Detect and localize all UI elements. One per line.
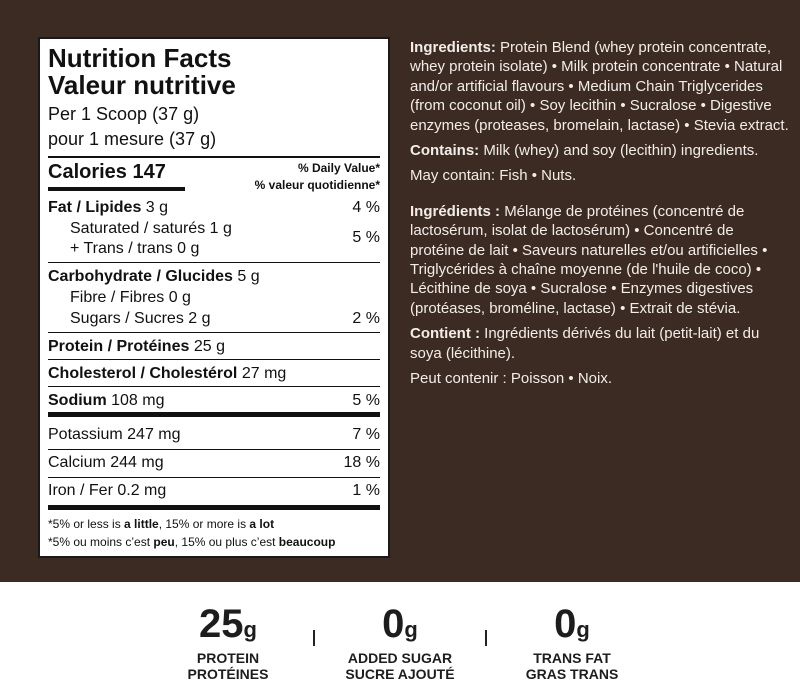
- title-en: Nutrition Facts: [48, 43, 232, 73]
- calories-bar: [48, 187, 185, 191]
- ingredients-en: Ingredients: Protein Blend (whey protein…: [410, 39, 789, 134]
- nutrient-row: Protein / Protéines 25 g: [48, 338, 225, 355]
- ingredients-block: Ingredients: Protein Blend (whey protein…: [410, 38, 790, 395]
- nutrition-facts-table: Nutrition Facts Valeur nutritive Per 1 S…: [38, 37, 390, 558]
- nutrient-row: Carbohydrate / Glucides 5 g: [48, 268, 260, 285]
- stat-added-sugar: 0g ADDED SUGAR SUCRE AJOUTÉ: [345, 602, 455, 682]
- highlight-stats: 25g PROTEIN PROTÉINES 0g ADDED SUGAR SUCRE A…: [0, 604, 800, 682]
- contains-fr: Contient : Ingrédients dérivés du lait (…: [410, 325, 760, 362]
- calories: Calories 147: [48, 161, 166, 183]
- nutrient-row: Saturated / saturés 1 g: [70, 220, 232, 237]
- nutrient-row: Sodium 108 mg 5 %: [48, 392, 380, 409]
- nutrient-dv: 5 %: [352, 229, 380, 246]
- may-contain-en: May contain: Fish • Nuts.: [410, 167, 577, 185]
- stat-protein: 25g PROTEIN PROTÉINES: [187, 602, 269, 682]
- nutrient-row: Calcium 244 mg 18 %: [48, 454, 380, 471]
- serving-fr: pour 1 mesure (37 g): [48, 129, 217, 149]
- nutrient-row: Fibre / Fibres 0 g: [70, 289, 191, 306]
- may-contain-fr: Peut contenir : Poisson • Noix.: [410, 370, 613, 388]
- footnote: *5% or less is a little, 15% or more is …: [48, 517, 336, 549]
- divider: [48, 156, 380, 158]
- title-fr: Valeur nutritive: [48, 70, 236, 100]
- nutrient-row: + Trans / trans 0 g: [70, 240, 200, 257]
- serving-en: Per 1 Scoop (37 g): [48, 104, 200, 124]
- stat-trans-fat: 0g TRANS FAT GRAS TRANS: [525, 602, 619, 682]
- dv-en: % Daily Value*: [297, 161, 380, 175]
- nutrient-row: Potassium 247 mg 7 %: [48, 426, 380, 443]
- nutrient-row: Cholesterol / Cholestérol 27 mg: [48, 365, 287, 382]
- divider: [485, 630, 487, 646]
- contains-en: Contains: Milk (whey) and soy (lecithin)…: [410, 142, 759, 160]
- ingredients-fr: Ingrédients : Mélange de protéines (conc…: [410, 202, 768, 317]
- nutrient-row: Iron / Fer 0.2 mg 1 %: [48, 482, 380, 499]
- divider: [313, 630, 315, 646]
- dv-fr: % valeur quotidienne*: [254, 178, 380, 192]
